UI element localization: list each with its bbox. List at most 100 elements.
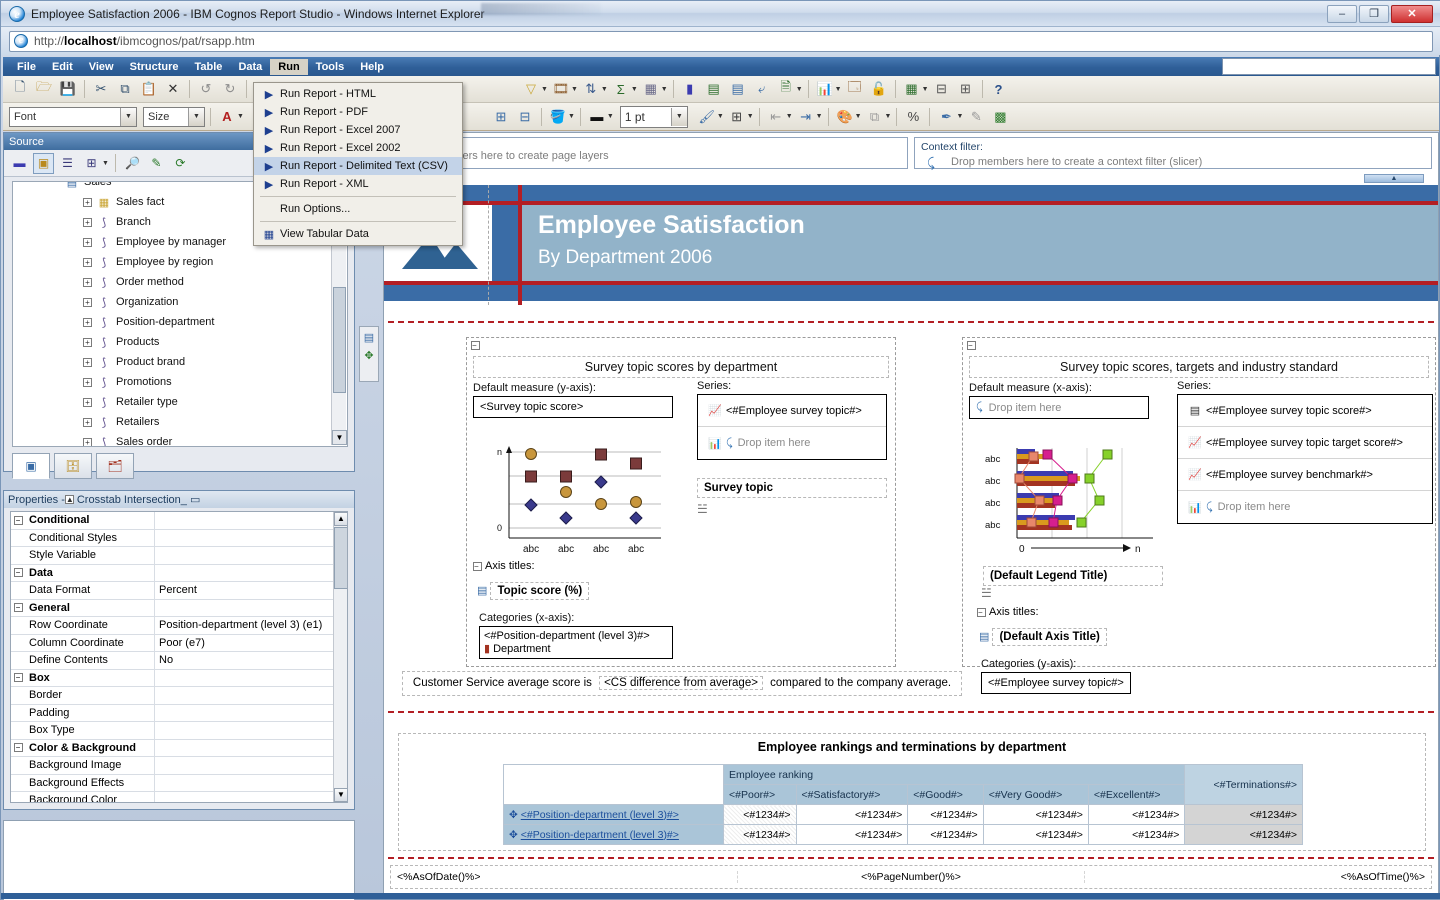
page-footer[interactable]: <%AsOfDate()%> <%PageNumber()%> <%AsOfTi… bbox=[390, 865, 1432, 889]
chart-right-axis-titles-group[interactable]: − Axis titles: bbox=[977, 606, 1039, 618]
property-value[interactable]: Percent bbox=[159, 584, 197, 597]
property-value[interactable] bbox=[155, 687, 347, 704]
undo-icon[interactable]: ↺ bbox=[200, 81, 212, 96]
chevron-down-icon[interactable]: ▼ bbox=[785, 113, 793, 120]
insert-list-icon[interactable]: ▤ bbox=[731, 81, 744, 96]
chevron-down-icon[interactable]: ▼ bbox=[541, 85, 548, 93]
menu-help[interactable]: Help bbox=[360, 60, 385, 73]
property-group-conditional[interactable]: − Conditional bbox=[11, 512, 347, 530]
chevron-down-icon[interactable]: ▼ bbox=[834, 85, 842, 93]
chart-left-legend-title[interactable]: Survey topic bbox=[697, 478, 887, 498]
crosstab-group-header[interactable]: Employee ranking bbox=[722, 764, 1186, 785]
expand-icon[interactable]: + bbox=[83, 297, 92, 307]
tree-node-product-brand[interactable]: + ⟆ Product brand bbox=[13, 352, 331, 372]
crosstab-cell[interactable]: <#1234#> bbox=[1087, 824, 1186, 845]
paste-icon[interactable]: 📋 bbox=[140, 81, 158, 96]
crosstab-cell[interactable]: <#1234#> bbox=[1087, 804, 1186, 825]
data-format-icon[interactable]: % bbox=[907, 109, 920, 124]
collapse-toggle[interactable]: − bbox=[11, 740, 25, 757]
run-menu-item-excel-2007[interactable]: ▶ Run Report - Excel 2007 bbox=[254, 121, 462, 139]
property-group-general[interactable]: − General bbox=[11, 599, 347, 617]
chart-left-series-item[interactable]: 📈 <#Employee survey topic#> bbox=[698, 395, 886, 427]
expand-icon[interactable]: + bbox=[83, 257, 92, 267]
close-button[interactable]: ✕ bbox=[1391, 4, 1433, 23]
chevron-down-icon[interactable]: ▼ bbox=[606, 113, 614, 120]
maximize-button[interactable]: ❐ bbox=[1359, 4, 1389, 23]
properties-scrollbar[interactable]: ▲ ▼ bbox=[333, 512, 347, 802]
chart-right-axis-title-row[interactable]: ▤ (Default Axis Title) bbox=[979, 628, 1107, 646]
tree-node-sales-order[interactable]: + ⟆ Sales order bbox=[13, 432, 331, 446]
tree-node-employee-by-manager[interactable]: + ⟆ Employee by manager bbox=[13, 232, 331, 252]
property-row-column-coordinate[interactable]: Column Coordinate Poor (e7) bbox=[11, 634, 347, 652]
chevron-down-icon[interactable]: ▼ bbox=[630, 85, 638, 93]
expand-icon[interactable]: + bbox=[83, 237, 92, 247]
crosstab-row-label[interactable]: <#Position-department (level 3)#> bbox=[520, 828, 679, 841]
conditional-style-icon[interactable]: 🎨 bbox=[836, 108, 853, 124]
chart-right-series-box[interactable]: ▤ <#Employee survey topic score#> 📈 <#Em… bbox=[1177, 394, 1433, 524]
insert-table-icon[interactable]: ▤ bbox=[707, 81, 720, 96]
crosstab-terminations-cell[interactable]: <#1234#> bbox=[1184, 824, 1303, 845]
chart-right-legend-title[interactable]: (Default Legend Title) bbox=[983, 566, 1163, 586]
chart-left-axis-titles-group[interactable]: − Axis titles: bbox=[473, 560, 535, 572]
chevron-down-icon[interactable]: ▼ bbox=[102, 159, 109, 167]
property-row-padding[interactable]: Padding bbox=[11, 704, 347, 722]
tree-node-order-method[interactable]: + ⟆ Order method bbox=[13, 272, 331, 292]
property-group-data[interactable]: − Data bbox=[11, 564, 347, 582]
calculate-icon[interactable]: ▦ bbox=[644, 81, 657, 96]
run-excel-icon[interactable]: ▩ bbox=[994, 108, 1007, 124]
run-menu-item-pdf[interactable]: ▶ Run Report - PDF bbox=[254, 103, 462, 121]
property-row-define-contents[interactable]: Define Contents No bbox=[11, 652, 347, 670]
menu-edit[interactable]: Edit bbox=[51, 60, 73, 73]
chevron-down-icon[interactable]: ▼ bbox=[570, 85, 578, 93]
crosstab-column-header[interactable]: <#Very Good#> bbox=[982, 784, 1089, 805]
table-row[interactable]: ✥ <#Position-department (level 3)#> <#12… bbox=[503, 804, 1303, 825]
property-value[interactable] bbox=[155, 722, 347, 739]
property-row-style-variable[interactable]: Style Variable bbox=[11, 547, 347, 565]
menu-tools[interactable]: Tools bbox=[315, 60, 345, 73]
filter-icon[interactable]: ▽ bbox=[526, 81, 536, 96]
chevron-down-icon[interactable]: ▼ bbox=[716, 113, 724, 120]
crosstab-terminations-header[interactable]: <#Terminations#> bbox=[1184, 764, 1303, 805]
chart-left-caption[interactable]: Customer Service average score is <CS di… bbox=[402, 671, 962, 696]
expand-icon[interactable]: + bbox=[83, 277, 92, 287]
tab-data-items[interactable]: ▣ bbox=[12, 453, 50, 479]
property-value[interactable]: Position-department (level 3) (e1) bbox=[159, 619, 323, 632]
crosstab-terminations-cell[interactable]: <#1234#> bbox=[1184, 804, 1303, 825]
chart-widget-left[interactable]: − Survey topic scores by department Defa… bbox=[466, 337, 896, 667]
cut-icon[interactable]: ✂ bbox=[95, 81, 107, 96]
refresh-icon[interactable]: ⟳ bbox=[175, 156, 186, 170]
menu-view[interactable]: View bbox=[88, 60, 114, 73]
crosstab-cell[interactable]: <#1234#> bbox=[723, 804, 797, 825]
explorer-bar-icon[interactable]: ▤ bbox=[363, 331, 375, 344]
crosstab-row-header[interactable]: ✥ <#Position-department (level 3)#> bbox=[503, 824, 724, 845]
chevron-down-icon[interactable]: ▼ bbox=[188, 107, 204, 126]
font-family-select[interactable]: Font ▼ bbox=[9, 106, 137, 127]
tree-node-branch[interactable]: + ⟆ Branch bbox=[13, 212, 331, 232]
scroll-down-button[interactable]: ▼ bbox=[332, 430, 347, 445]
group-icon[interactable]: ⊟ bbox=[936, 81, 947, 96]
crosstab-cell[interactable]: <#1234#> bbox=[723, 824, 797, 845]
tree-node-sales[interactable]: ▤ Sales bbox=[13, 182, 331, 192]
property-row-box-type[interactable]: Box Type bbox=[11, 722, 347, 740]
property-group-color-background[interactable]: − Color & Background bbox=[11, 739, 347, 757]
menu-file[interactable]: File bbox=[17, 60, 36, 73]
property-row-background-color[interactable]: Background Color bbox=[11, 792, 347, 802]
chart-left-axis-title[interactable]: Topic score (%) bbox=[490, 582, 590, 600]
collapse-icon[interactable]: − bbox=[471, 341, 480, 350]
insert-repeater-icon[interactable]: ⤶ bbox=[758, 81, 766, 96]
new-icon[interactable]: 🗋 bbox=[14, 79, 26, 94]
crosstab-cell[interactable]: <#1234#> bbox=[982, 804, 1089, 825]
property-value[interactable] bbox=[155, 530, 347, 547]
chevron-down-icon[interactable]: ▼ bbox=[670, 107, 687, 126]
scroll-up-button[interactable]: ▲ bbox=[334, 512, 347, 526]
menu-run[interactable]: Run bbox=[270, 58, 308, 75]
crosstab-cell[interactable]: <#1234#> bbox=[907, 824, 984, 845]
footer-as-of-date[interactable]: <%AsOfDate()%> bbox=[391, 871, 738, 883]
tree-node-promotions[interactable]: + ⟆ Promotions bbox=[13, 372, 331, 392]
caption-variable[interactable]: <CS difference from average> bbox=[599, 676, 763, 690]
copy-style-icon[interactable]: ⧉ bbox=[869, 108, 880, 124]
expand-icon[interactable]: + bbox=[83, 417, 92, 427]
tree-node-sales-fact[interactable]: + ▦ Sales fact bbox=[13, 192, 331, 212]
save-icon[interactable]: 💾 bbox=[59, 81, 77, 96]
property-value[interactable] bbox=[155, 547, 347, 564]
